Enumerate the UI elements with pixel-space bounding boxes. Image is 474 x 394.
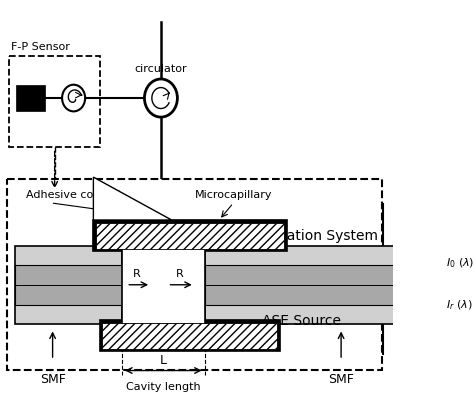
Bar: [15, 246, 122, 324]
Bar: [219, 204, 383, 269]
Bar: [100, 320, 280, 351]
Bar: [16, 85, 45, 112]
Text: ASE Source: ASE Source: [262, 314, 341, 328]
Bar: [9, 56, 100, 147]
Text: Adhesive contact: Adhesive contact: [26, 190, 122, 199]
Bar: [96, 223, 284, 249]
Text: R: R: [176, 269, 184, 279]
Text: R: R: [133, 269, 141, 279]
Text: $I_0$ ($\lambda$): $I_0$ ($\lambda$): [446, 256, 474, 269]
Text: Microcapillary: Microcapillary: [195, 190, 272, 199]
Circle shape: [62, 85, 85, 112]
Bar: [205, 265, 415, 305]
Text: SMF: SMF: [40, 374, 65, 387]
Bar: [122, 246, 205, 324]
Text: $I_r$ ($\lambda$): $I_r$ ($\lambda$): [446, 298, 473, 312]
Text: L: L: [160, 354, 167, 367]
Text: SMF: SMF: [328, 374, 354, 387]
Text: Cavity length: Cavity length: [126, 382, 201, 392]
Bar: [93, 220, 287, 251]
Polygon shape: [93, 177, 172, 220]
Text: circulator: circulator: [135, 64, 187, 74]
Bar: [205, 246, 415, 324]
Text: F-P Sensor: F-P Sensor: [11, 42, 70, 52]
Bar: [102, 323, 277, 349]
Bar: [219, 288, 383, 354]
Bar: [15, 265, 122, 305]
Circle shape: [145, 79, 177, 117]
Text: Demodulation System: Demodulation System: [225, 229, 378, 243]
Bar: [7, 179, 382, 370]
